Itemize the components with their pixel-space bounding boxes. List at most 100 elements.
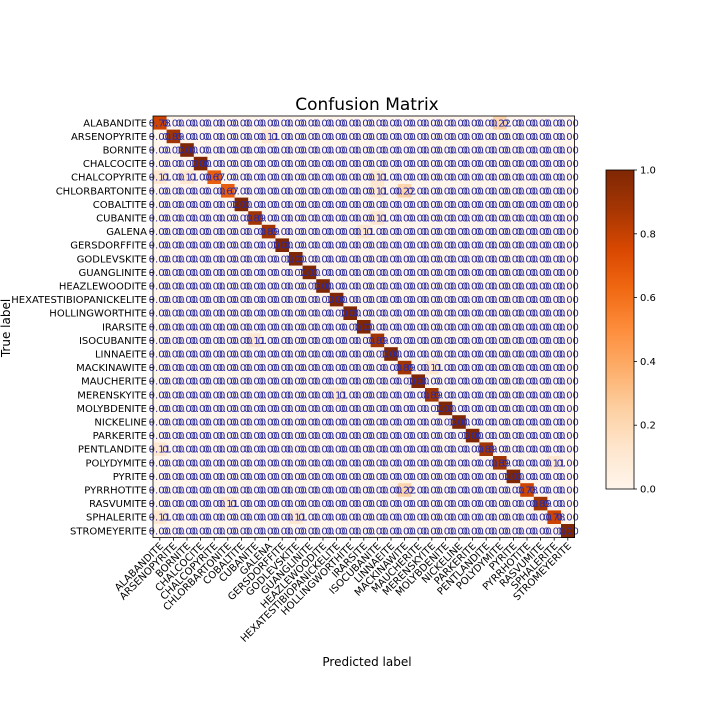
matrix-cell bbox=[533, 224, 548, 239]
cell-value: 0.00 bbox=[407, 186, 429, 197]
cell-value: 0.00 bbox=[271, 458, 293, 469]
cell-value: 0.00 bbox=[257, 254, 279, 265]
cell-value: 0.00 bbox=[393, 200, 415, 211]
cell-value: 0.00 bbox=[217, 214, 239, 225]
cell-value: 0.00 bbox=[475, 404, 497, 415]
cell-value: 0.00 bbox=[257, 146, 279, 157]
matrix-cell bbox=[425, 415, 439, 430]
matrix-cell bbox=[289, 469, 303, 484]
matrix-cell bbox=[166, 496, 181, 511]
cell-value: 0.00 bbox=[162, 418, 184, 429]
matrix-cell bbox=[493, 496, 507, 511]
cell-value: 0.00 bbox=[380, 336, 402, 347]
matrix-cell bbox=[248, 456, 263, 470]
matrix-cell bbox=[397, 388, 412, 402]
matrix-cell bbox=[207, 170, 222, 185]
matrix-cell bbox=[221, 211, 235, 226]
matrix-cell bbox=[302, 360, 317, 375]
matrix-cell bbox=[261, 469, 276, 484]
matrix-cell bbox=[207, 306, 222, 321]
matrix-cell bbox=[506, 292, 521, 307]
cell-value: 0.00 bbox=[217, 350, 239, 361]
cell-value: 0.00 bbox=[421, 295, 443, 306]
matrix-cell bbox=[397, 415, 412, 430]
cell-value: 0.00 bbox=[557, 322, 579, 333]
cell-value: 0.00 bbox=[149, 241, 171, 252]
matrix-cell bbox=[520, 116, 535, 130]
matrix-cell bbox=[479, 469, 494, 484]
cell-value: 0.00 bbox=[271, 363, 293, 374]
matrix-cell bbox=[261, 320, 276, 334]
cell-value: 0.00 bbox=[489, 486, 511, 497]
cell-value: 0.00 bbox=[461, 241, 483, 252]
cell-value: 0.00 bbox=[434, 445, 456, 456]
matrix-cell bbox=[357, 456, 371, 470]
matrix-cell bbox=[357, 238, 371, 253]
matrix-cell bbox=[547, 374, 562, 389]
cell-value: 0.00 bbox=[529, 268, 551, 279]
cell-value: 0.00 bbox=[529, 118, 551, 129]
matrix-cell bbox=[561, 211, 575, 226]
matrix-cell bbox=[533, 211, 548, 226]
matrix-cell bbox=[261, 129, 276, 144]
matrix-cell bbox=[343, 415, 358, 430]
matrix-cell bbox=[479, 265, 494, 280]
cell-value: 0.00 bbox=[176, 404, 198, 415]
matrix-cell bbox=[302, 428, 317, 443]
matrix-cell bbox=[193, 197, 208, 212]
cell-value: 0.00 bbox=[176, 322, 198, 333]
cell-value: 0.00 bbox=[421, 404, 443, 415]
cell-value: 0.00 bbox=[502, 268, 524, 279]
cell-value: 0.00 bbox=[434, 241, 456, 252]
cell-value: 0.00 bbox=[543, 173, 565, 184]
matrix-cell bbox=[547, 170, 562, 185]
matrix-cell bbox=[289, 374, 303, 389]
matrix-cell bbox=[302, 415, 317, 430]
matrix-cell bbox=[357, 333, 371, 348]
matrix-cell bbox=[357, 510, 371, 525]
matrix-cell bbox=[234, 320, 249, 334]
matrix-cell bbox=[533, 320, 548, 334]
matrix-cell bbox=[329, 510, 344, 525]
cell-value: 0.00 bbox=[380, 146, 402, 157]
matrix-cell bbox=[166, 224, 181, 239]
cell-value: 0.00 bbox=[366, 241, 388, 252]
cell-value: 0.00 bbox=[475, 214, 497, 225]
cell-value: 0.00 bbox=[380, 458, 402, 469]
matrix-cell bbox=[493, 129, 507, 144]
cell-value: 0.00 bbox=[298, 227, 320, 238]
cell-value: 0.00 bbox=[543, 132, 565, 143]
matrix-cell bbox=[493, 510, 507, 525]
cell-value: 0.00 bbox=[529, 254, 551, 265]
cell-value: 0.00 bbox=[407, 173, 429, 184]
cell-value: 0.00 bbox=[529, 458, 551, 469]
matrix-cell bbox=[520, 306, 535, 321]
matrix-cell bbox=[465, 292, 480, 307]
cell-value: 1.00 bbox=[380, 350, 402, 361]
cell-value: 0.00 bbox=[448, 241, 470, 252]
matrix-cell bbox=[533, 483, 548, 498]
cell-value: 0.00 bbox=[339, 458, 361, 469]
y-tick-label: GERSDORFFITE bbox=[70, 241, 147, 252]
matrix-cell bbox=[289, 116, 303, 130]
matrix-cell bbox=[316, 469, 331, 484]
matrix-cell bbox=[329, 428, 344, 443]
cell-value: 0.00 bbox=[489, 513, 511, 524]
cell-value: 0.00 bbox=[516, 418, 538, 429]
matrix-cell bbox=[438, 469, 453, 484]
cell-value: 0.00 bbox=[421, 241, 443, 252]
matrix-cell bbox=[193, 333, 208, 348]
matrix-cell bbox=[411, 415, 426, 430]
matrix-cell bbox=[193, 156, 208, 171]
cell-value: 0.00 bbox=[298, 282, 320, 293]
matrix-cell bbox=[506, 129, 521, 144]
cell-value: 0.00 bbox=[366, 350, 388, 361]
matrix-cell bbox=[493, 415, 507, 430]
matrix-cell bbox=[493, 524, 507, 538]
cell-value: 0.00 bbox=[339, 146, 361, 157]
cell-value: 0.00 bbox=[271, 200, 293, 211]
matrix-cell bbox=[261, 510, 276, 525]
matrix-cell bbox=[547, 442, 562, 457]
cell-value: 1.00 bbox=[312, 282, 334, 293]
matrix-cell bbox=[506, 143, 521, 158]
